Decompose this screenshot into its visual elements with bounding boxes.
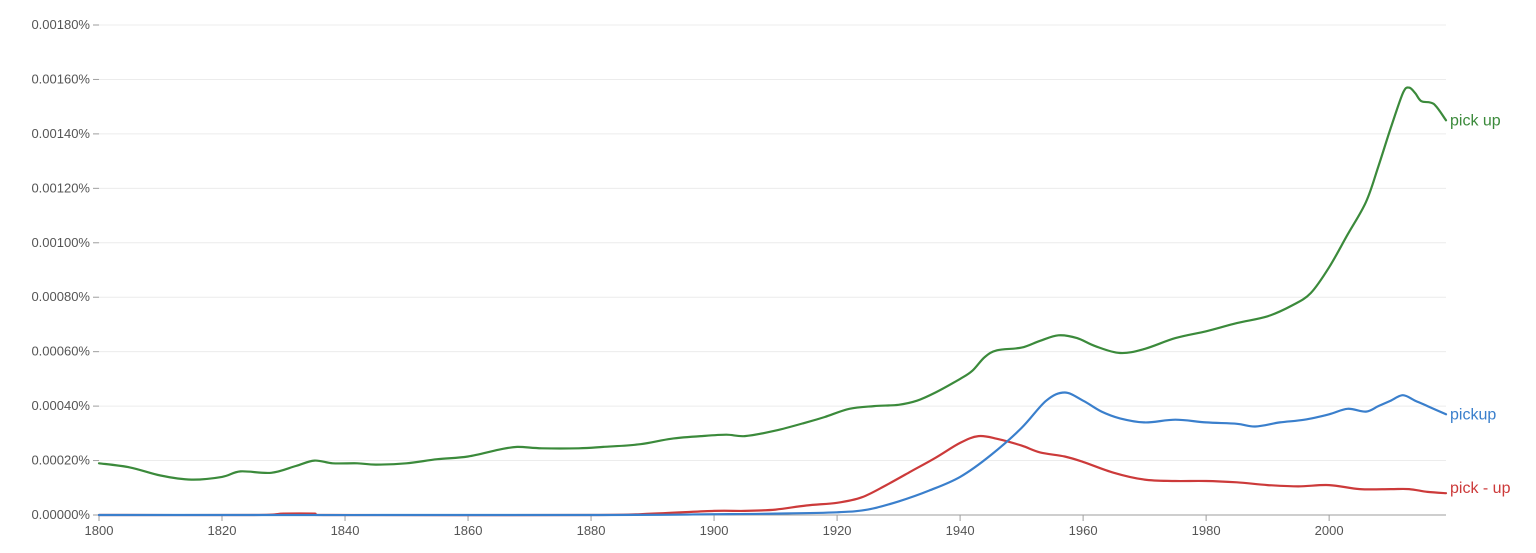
y-tick-label: 0.00120% xyxy=(31,180,90,195)
x-tick-label: 1800 xyxy=(85,523,114,538)
y-tick-label: 0.00100% xyxy=(31,235,90,250)
y-tick-label: 0.00020% xyxy=(31,453,90,468)
gridlines xyxy=(99,24,1446,462)
x-tick-label: 1940 xyxy=(946,523,975,538)
y-tick-label: 0.00000% xyxy=(31,507,90,522)
y-axis: 0.00000% 0.00020% 0.00040% 0.00060% 0.00080%… xyxy=(31,17,99,522)
series-line-pick-up[interactable] xyxy=(97,86,1448,481)
x-tick-label: 1840 xyxy=(331,523,360,538)
x-tick-label: 1860 xyxy=(454,523,483,538)
x-tick-label: 1960 xyxy=(1069,523,1098,538)
y-tick-label: 0.00040% xyxy=(31,398,90,413)
x-tick-label: 1980 xyxy=(1192,523,1221,538)
x-tick-label: 1900 xyxy=(700,523,729,538)
y-tick-label: 0.00080% xyxy=(31,289,90,304)
x-tick-label: 1920 xyxy=(823,523,852,538)
series-labels: pick - up pickup pick up xyxy=(1450,112,1511,497)
x-axis: 1800 1820 1840 1860 1880 1900 1920 1940 1960 1980… xyxy=(85,514,1446,538)
y-tick-label: 0.00060% xyxy=(31,344,90,359)
y-tick-label: 0.00160% xyxy=(31,71,90,86)
series-label-pick-up[interactable]: pick - up xyxy=(1450,480,1511,497)
x-tick-label: 1820 xyxy=(208,523,237,538)
y-tick-label: 0.00180% xyxy=(31,17,90,32)
series-line-pickup[interactable] xyxy=(97,391,1448,517)
x-tick-label: 1880 xyxy=(577,523,606,538)
series-line-pick-up[interactable] xyxy=(97,434,1448,517)
x-tick-label: 2000 xyxy=(1315,523,1344,538)
series-label-pick-up[interactable]: pick up xyxy=(1450,112,1501,129)
series-label-pickup[interactable]: pickup xyxy=(1450,406,1496,423)
series-lines xyxy=(97,86,1448,517)
y-tick-label: 0.00140% xyxy=(31,126,90,141)
